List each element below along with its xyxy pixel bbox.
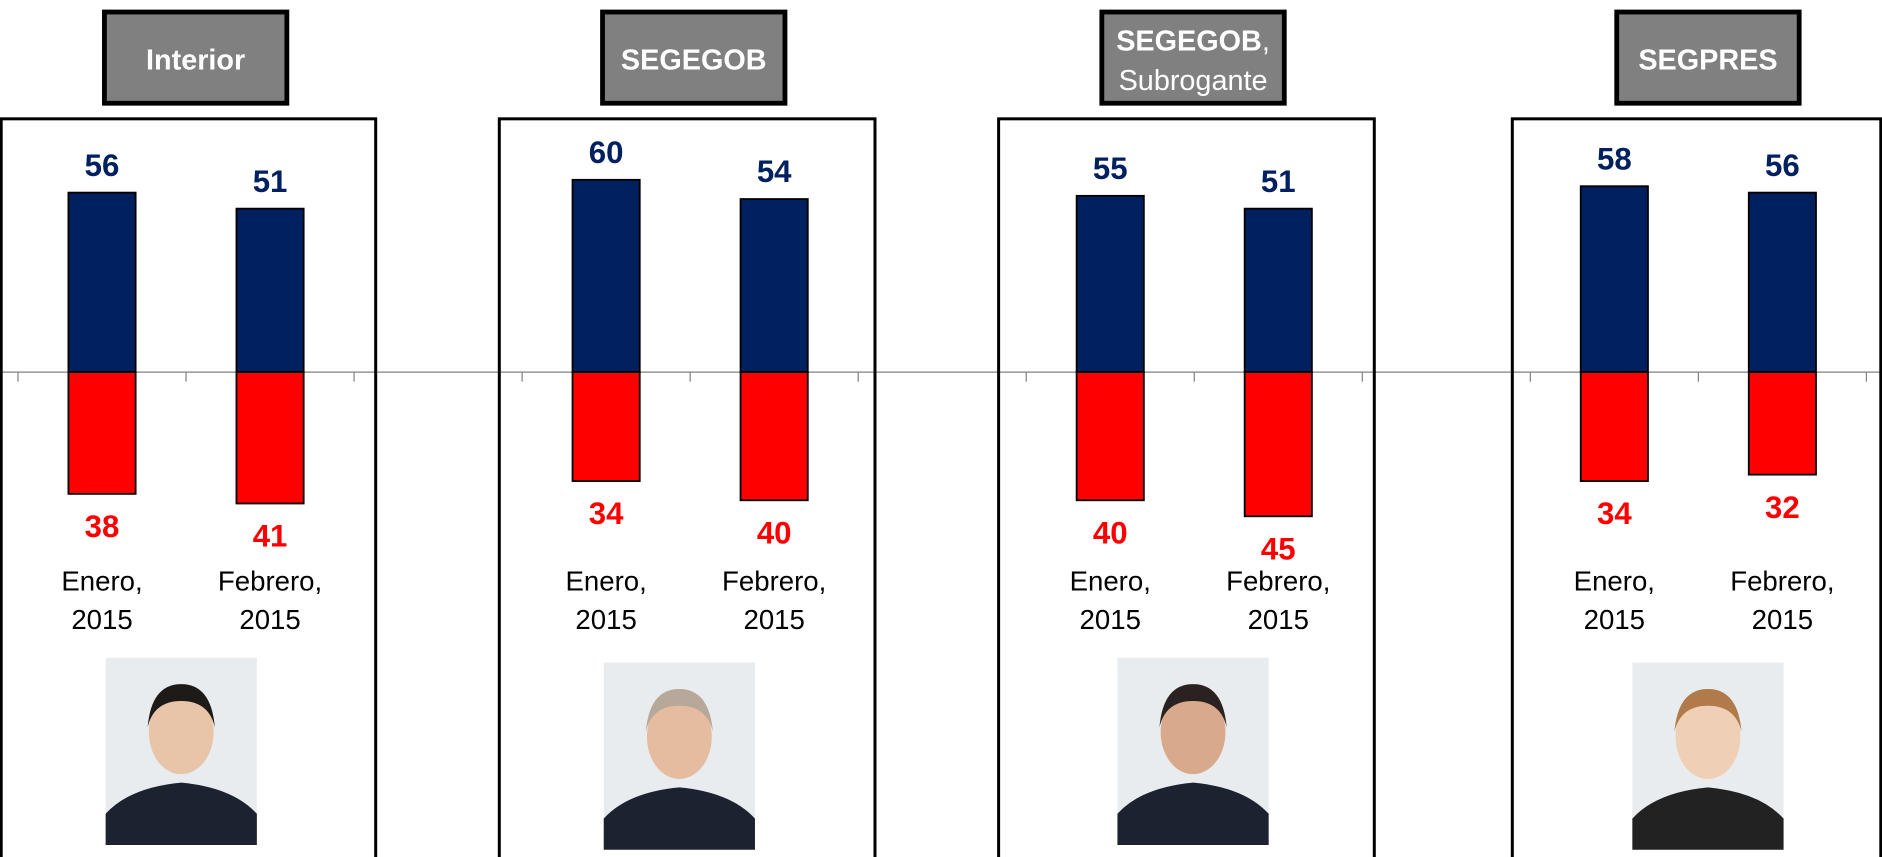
value-label: 34 [589,496,624,531]
title-box [1099,9,1287,106]
value-label: 40 [1093,515,1128,550]
bar-positive [235,207,305,373]
category-label: Enero, 2015 [565,566,646,635]
bar-positive [739,198,809,373]
value-label: 38 [85,509,120,544]
bar-negative [1747,371,1817,476]
value-label: 51 [253,164,288,199]
bar-positive [1075,194,1145,373]
category-label: Febrero, 2015 [1730,566,1834,635]
panel-frame [1510,117,1882,857]
category-label: Enero, 2015 [1070,566,1151,635]
value-label: 55 [1093,151,1128,186]
panel-title: Interior [146,45,245,77]
bar-negative [67,371,137,495]
bar-positive [67,191,137,373]
value-label: 56 [1765,148,1800,183]
value-label: 60 [589,135,624,170]
bar-negative [1075,371,1145,502]
bar-positive [1747,191,1817,373]
portrait [603,662,755,850]
bar-negative [739,371,809,502]
panel-title: SEGEGOB [621,45,767,77]
value-label: 54 [757,154,792,189]
value-label: 41 [253,519,288,554]
bar-negative [1579,371,1649,482]
panel-title: SEGEGOB, Subrogante [1116,25,1270,97]
portrait-head [148,690,214,775]
title-box [1614,9,1802,106]
bar-positive [1579,185,1649,373]
title-box [102,9,290,106]
category-label: Enero, 2015 [61,566,142,635]
portrait-body [603,787,755,850]
bar-negative [1243,371,1313,518]
bar-negative [235,371,305,505]
portrait-head [1675,694,1741,779]
portrait [105,657,257,845]
value-label: 34 [1597,496,1632,531]
portrait-hair [645,688,713,733]
portrait-hair [1674,688,1742,733]
title-box [600,9,788,106]
bar-negative [571,371,641,482]
portrait-body [105,782,257,845]
value-label: 32 [1765,490,1800,525]
value-label: 58 [1597,141,1632,176]
portrait [1632,662,1784,850]
portrait-hair [147,684,215,728]
panel-frame [0,117,378,857]
value-label: 51 [1261,164,1296,199]
panel-frame [497,117,877,857]
portrait-body [1632,787,1784,850]
value-label: 40 [757,515,792,550]
portrait-hair [1159,684,1227,728]
bar-positive [1243,207,1313,373]
category-label: Febrero, 2015 [1226,566,1330,635]
category-label: Febrero, 2015 [218,566,322,635]
bar-positive [571,178,641,373]
panel-frame [997,117,1376,857]
category-label: Febrero, 2015 [722,566,826,635]
portrait-head [1160,690,1226,775]
panel-title: SEGPRES [1638,45,1777,77]
portrait [1117,657,1269,845]
value-label: 56 [85,148,120,183]
value-label: 45 [1261,532,1296,567]
portrait-head [646,694,712,779]
portrait-body [1117,782,1269,845]
category-label: Enero, 2015 [1574,566,1655,635]
